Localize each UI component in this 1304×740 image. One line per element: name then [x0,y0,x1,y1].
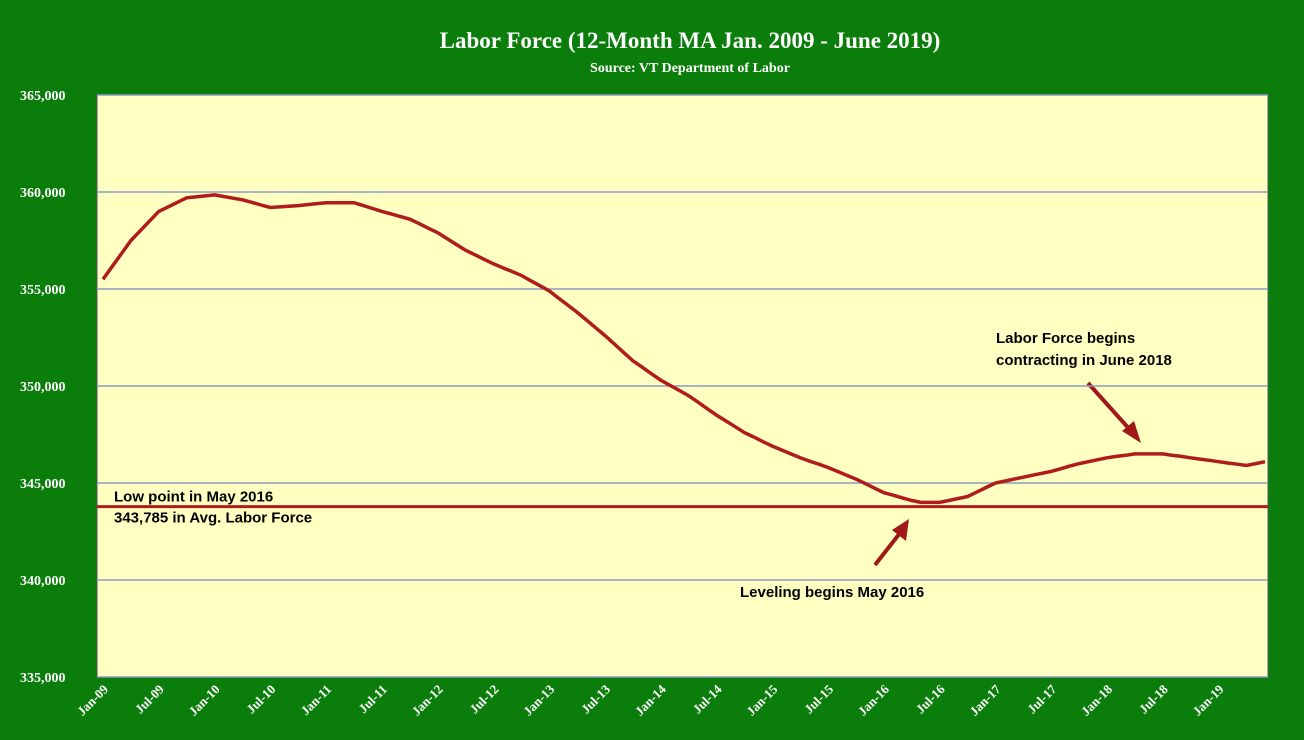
arrowhead [892,519,909,541]
chart-subtitle: Source: VT Department of Labor [590,61,790,76]
y-tick-label: 340,000 [20,574,66,589]
arrow [873,531,902,567]
y-tick-label: 335,000 [20,671,66,686]
chart-title: Labor Force (12-Month MA Jan. 2009 - Jun… [440,28,941,53]
y-tick-label: 365,000 [20,89,66,104]
y-tick-label: 360,000 [20,186,66,201]
y-tick-label: 355,000 [20,283,66,298]
reference-value-label: 343,785 in Avg. Labor Force [114,510,312,527]
annotation: contracting in June 2018 [996,352,1172,369]
arrowhead [1122,421,1141,443]
series-line [101,193,1266,505]
annotation: Labor Force begins [996,330,1135,347]
arrows [873,381,1141,567]
y-tick-label: 350,000 [20,380,66,395]
reference-label: Low point in May 2016 [114,489,273,506]
annotation: Leveling begins May 2016 [740,584,924,601]
arrow [1086,381,1134,434]
y-tick-label: 345,000 [20,477,66,492]
